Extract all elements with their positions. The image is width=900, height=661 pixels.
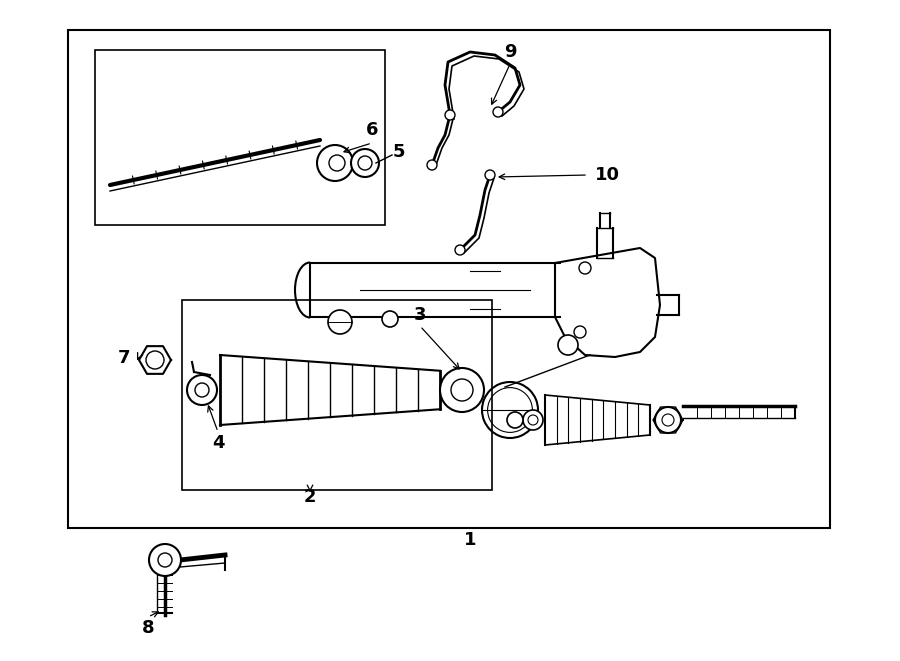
Circle shape — [528, 415, 538, 425]
Bar — [68, 30, 830, 528]
Circle shape — [317, 145, 353, 181]
Bar — [95, 50, 385, 225]
Circle shape — [579, 262, 591, 274]
Circle shape — [351, 149, 379, 177]
Circle shape — [493, 107, 503, 117]
Text: 4: 4 — [212, 434, 224, 452]
Circle shape — [427, 160, 437, 170]
Text: 1: 1 — [464, 531, 476, 549]
Text: 2: 2 — [304, 488, 316, 506]
Circle shape — [158, 553, 172, 567]
Text: 10: 10 — [595, 166, 620, 184]
Circle shape — [662, 414, 674, 426]
Text: 3: 3 — [414, 306, 427, 324]
Circle shape — [445, 110, 455, 120]
Circle shape — [382, 311, 398, 327]
Circle shape — [485, 170, 495, 180]
Circle shape — [187, 375, 217, 405]
Text: 7: 7 — [118, 349, 130, 367]
Text: 9: 9 — [504, 43, 517, 61]
Circle shape — [149, 544, 181, 576]
Circle shape — [329, 155, 345, 171]
Circle shape — [358, 156, 372, 170]
Text: 5: 5 — [393, 143, 406, 161]
Circle shape — [655, 407, 681, 433]
Text: 8: 8 — [141, 619, 154, 637]
Circle shape — [328, 310, 352, 334]
Circle shape — [558, 335, 578, 355]
Circle shape — [574, 326, 586, 338]
Text: 6: 6 — [365, 121, 378, 139]
Circle shape — [523, 410, 543, 430]
Bar — [182, 300, 492, 490]
Circle shape — [195, 383, 209, 397]
Circle shape — [146, 351, 164, 369]
Circle shape — [507, 412, 523, 428]
Circle shape — [440, 368, 484, 412]
Circle shape — [451, 379, 473, 401]
Circle shape — [455, 245, 465, 255]
